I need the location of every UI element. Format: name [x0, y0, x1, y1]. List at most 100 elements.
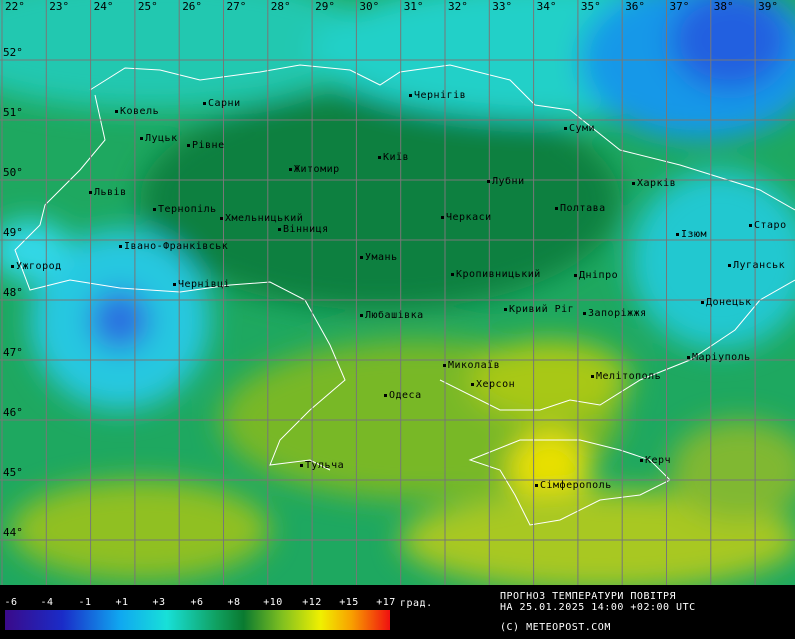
city-dot [687, 356, 690, 359]
city-dot [278, 228, 281, 231]
legend-tick: +6 [190, 597, 203, 608]
lon-label: 32° [448, 0, 468, 13]
city-dot [676, 233, 679, 236]
legend-tick: -4 [40, 597, 53, 608]
lon-label: 27° [227, 0, 247, 13]
city-dot [11, 265, 14, 268]
city: Київ [383, 152, 409, 163]
lon-lat-labels: 22° 23° 24° 25° 26° 27° 28° 29° 30° 31° 32° 33° 34° 3… [3, 0, 778, 539]
city-dot [220, 217, 223, 220]
cities: Ковель Сарни Луцьк Рівне Чернігів Суми Ж… [11, 89, 787, 491]
city-dot [535, 484, 538, 487]
city-dot [504, 308, 507, 311]
city-dot [89, 191, 92, 194]
city-dot [119, 245, 122, 248]
city: Ужгород [16, 261, 62, 272]
city-dot [583, 312, 586, 315]
city-dot [115, 110, 118, 113]
city: Ковель [120, 106, 159, 117]
footer-date: НА 25.01.2025 14:00 +02:00 UTC [500, 602, 696, 613]
city: Ізюм [681, 229, 707, 240]
legend-tick: +8 [227, 597, 240, 608]
lat-label: 51° [3, 106, 23, 119]
lon-label: 31° [404, 0, 424, 13]
city-dot [203, 102, 206, 105]
city: Хмельницький [225, 212, 303, 224]
city-dot [140, 137, 143, 140]
city: Миколаїв [448, 360, 500, 371]
lon-label: 28° [271, 0, 291, 13]
lon-label: 23° [49, 0, 69, 13]
lon-label: 29° [315, 0, 335, 13]
footer-copyright: (C) METEOPOST.COM [500, 622, 611, 633]
city: Черкаси [446, 212, 492, 223]
city-dot [451, 273, 454, 276]
lat-label: 47° [3, 346, 23, 359]
legend-tick: +17 [376, 597, 396, 608]
city-dot [409, 94, 412, 97]
legend-tick: +1 [115, 597, 128, 608]
city: Суми [569, 123, 595, 134]
lat-label: 45° [3, 466, 23, 479]
legend-unit: град. [400, 598, 433, 609]
city: Івано-Франківськ [124, 240, 228, 252]
lat-label: 49° [3, 226, 23, 239]
legend-tick: -1 [78, 597, 91, 608]
city: Одеса [389, 390, 422, 401]
city: Маріуполь [692, 351, 751, 363]
city: Луцьк [145, 133, 178, 144]
city: Сімферополь [540, 479, 612, 491]
lon-label: 25° [138, 0, 158, 13]
city: Чернігів [414, 89, 466, 101]
city: Львів [94, 186, 127, 198]
city: Житомир [294, 164, 340, 175]
lon-label: 34° [537, 0, 557, 13]
lon-label: 39° [758, 0, 778, 13]
city-dot [300, 464, 303, 467]
lon-label: 37° [670, 0, 690, 13]
city: Херсон [476, 379, 515, 390]
city: Тернопіль [158, 203, 217, 215]
city: Старо [754, 220, 787, 231]
lat-label: 52° [3, 46, 23, 59]
city: Сарни [208, 98, 241, 109]
legend-tick: -6 [4, 597, 17, 608]
city-dot [574, 274, 577, 277]
city: Мелітополь [596, 370, 661, 382]
city-dot [441, 216, 444, 219]
city: Умань [365, 252, 398, 263]
temperature-field [0, 0, 795, 590]
city: Лубни [492, 175, 525, 187]
lon-label: 30° [359, 0, 379, 13]
city: Чернівці [178, 278, 230, 290]
lat-label: 44° [3, 526, 23, 539]
city: Полтава [560, 203, 606, 214]
footer: -6 -4 -1 +1 +3 +6 +8 +10 +12 +15 +17 град. ПРОГНОЗ… [0, 585, 795, 639]
lon-label: 35° [581, 0, 601, 13]
city-dot [378, 156, 381, 159]
city-dot [701, 301, 704, 304]
city-dot [153, 208, 156, 211]
lon-label: 24° [94, 0, 114, 13]
city: Луганськ [733, 260, 785, 271]
city-dot [564, 127, 567, 130]
legend-tick: +12 [302, 597, 322, 608]
city-dot [173, 283, 176, 286]
city-dot [555, 207, 558, 210]
lat-label: 48° [3, 286, 23, 299]
city: Керч [645, 455, 671, 466]
city-dot [187, 144, 190, 147]
lon-label: 38° [714, 0, 734, 13]
borders [14, 64, 795, 526]
lat-label: 50° [3, 166, 23, 179]
lon-label: 26° [182, 0, 202, 13]
lon-label: 22° [5, 0, 25, 13]
city: Дніпро [579, 269, 618, 281]
lon-label: 33° [492, 0, 512, 13]
grid [0, 0, 795, 585]
city: Тульча [305, 460, 344, 471]
city: Запоріжжя [588, 307, 647, 319]
city-dot [471, 383, 474, 386]
city-dot [289, 168, 292, 171]
